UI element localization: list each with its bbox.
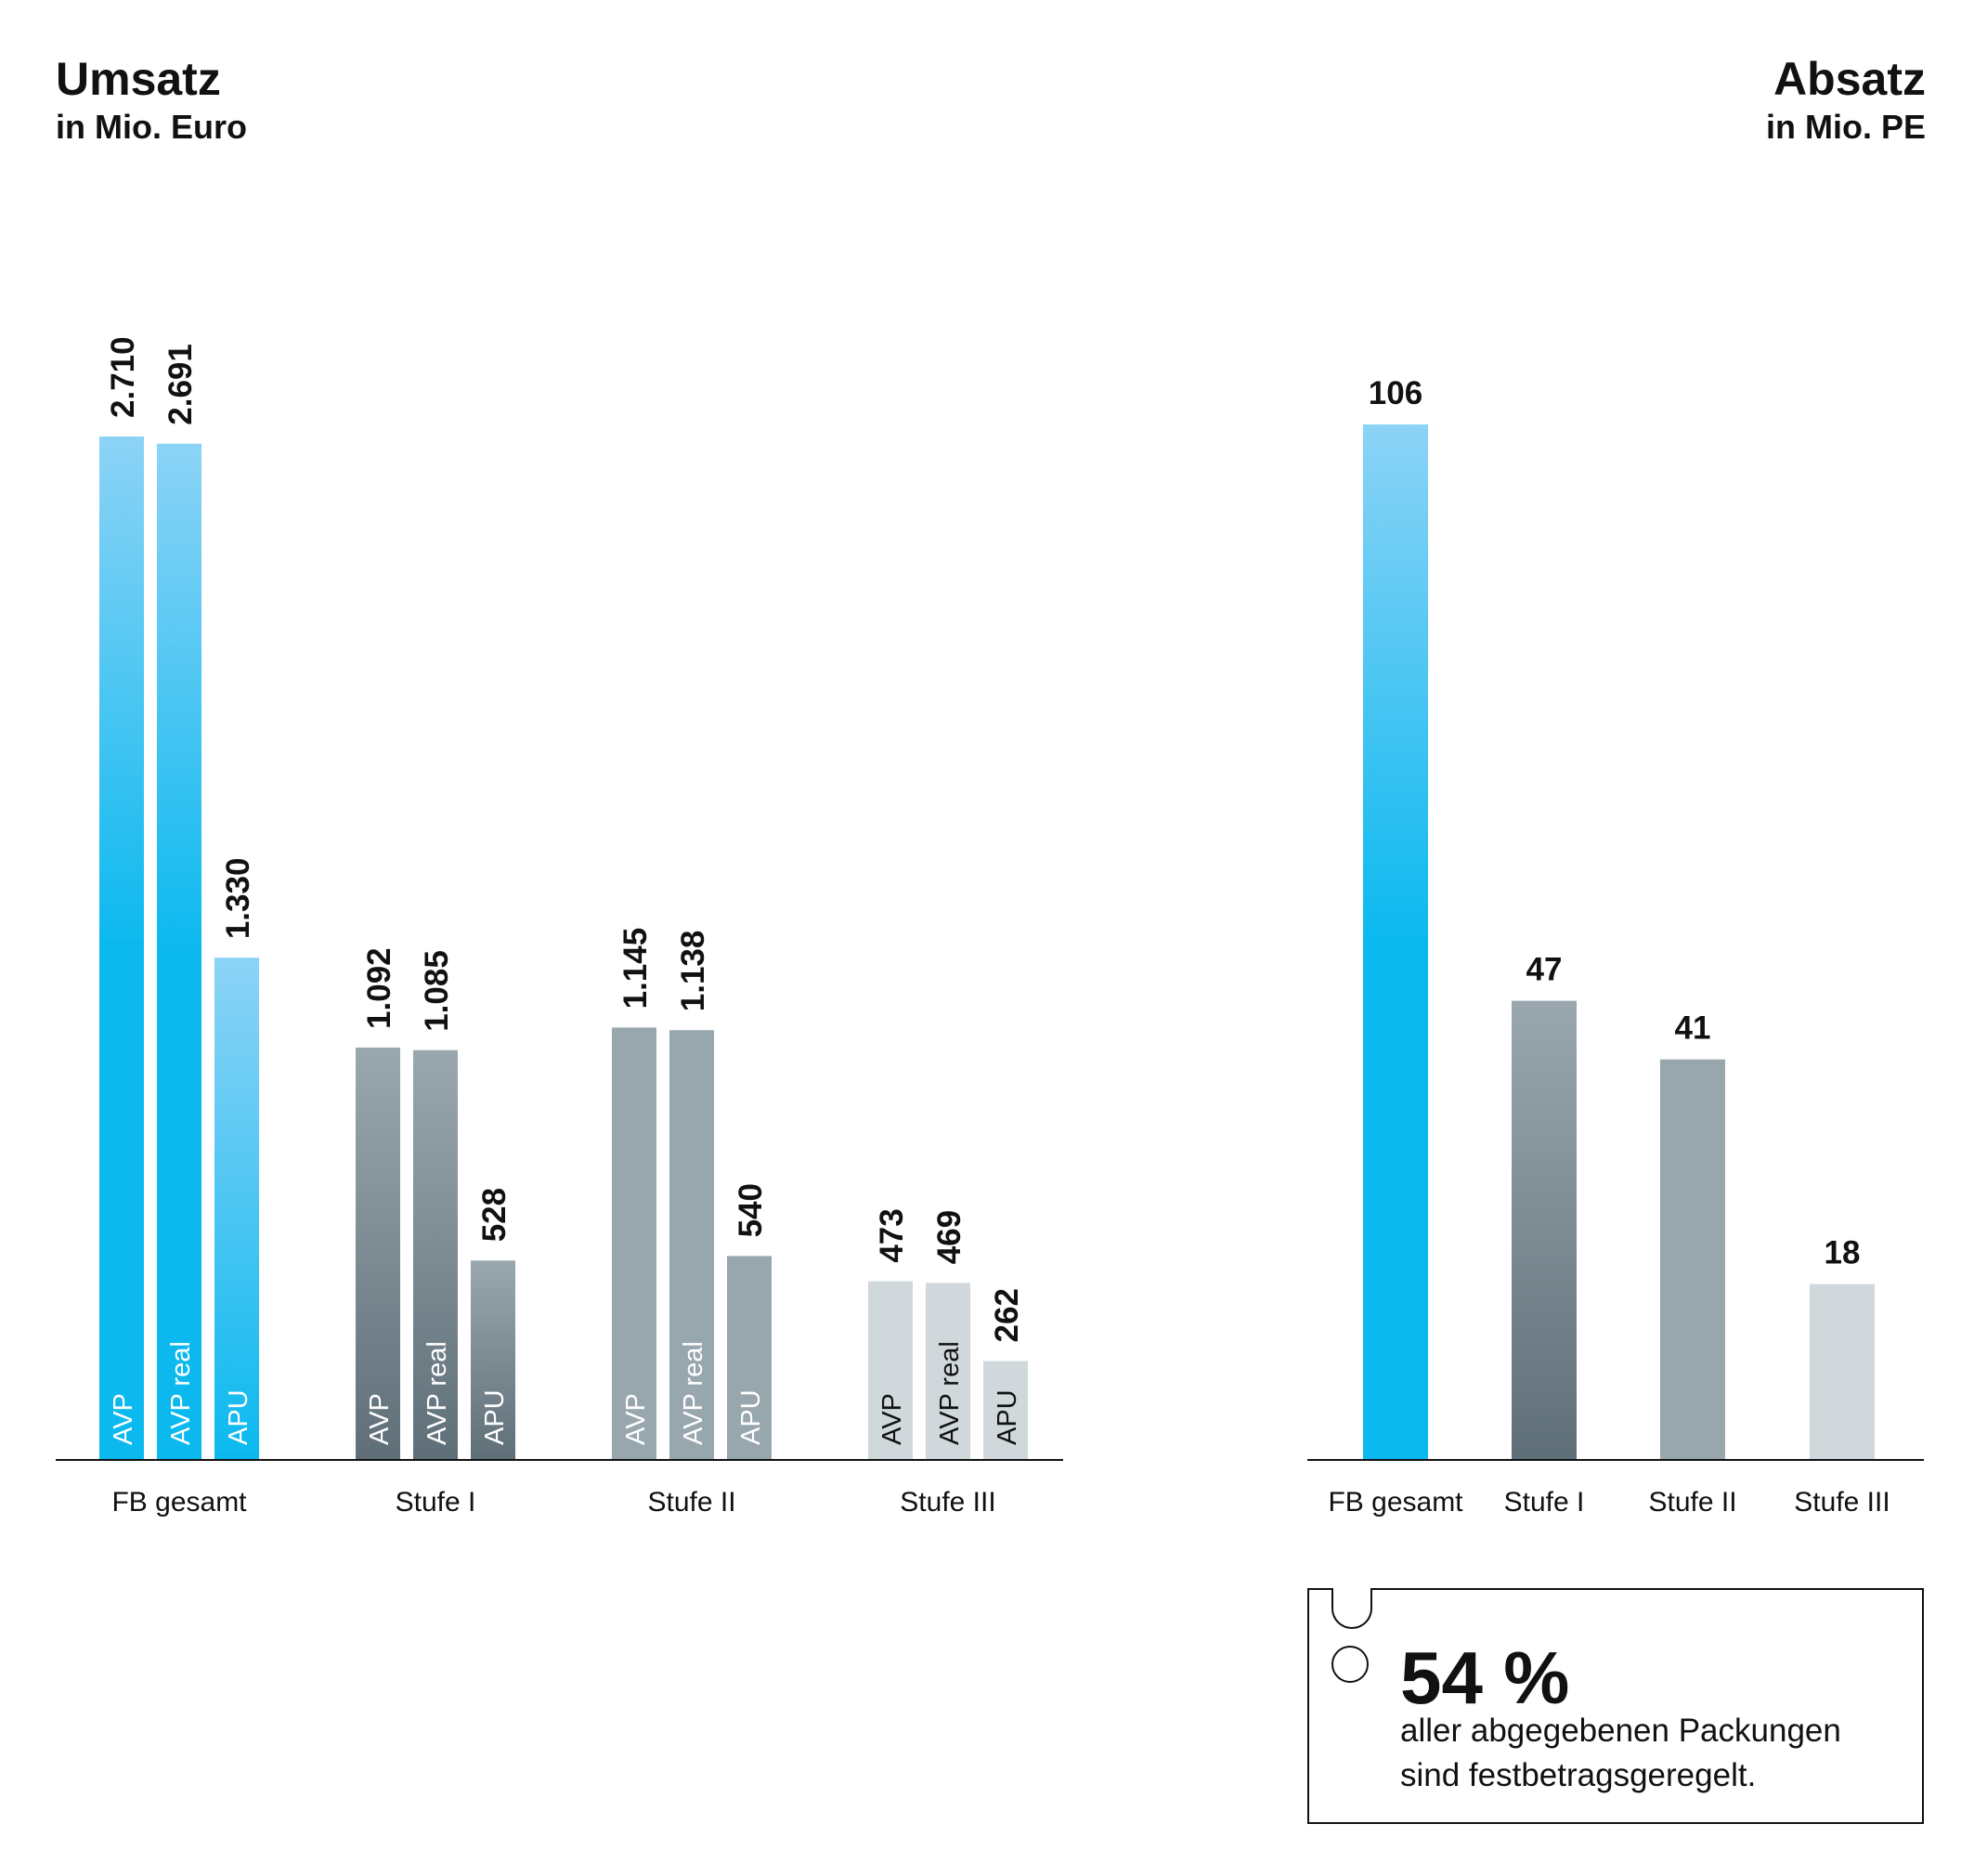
absatz-category-label-stufe-iii: Stufe III <box>1794 1487 1890 1518</box>
category-label-stufe-iii: Stufe III <box>900 1487 995 1518</box>
absatz-category-label-stufe-ii: Stufe II <box>1648 1487 1736 1518</box>
value-label-stufe-iii-avp-real: 469 <box>931 1210 968 1264</box>
absatz-title: Absatz <box>1773 53 1926 105</box>
series-label-fb-gesamt-avp: AVP <box>109 1393 138 1445</box>
bar-fb-gesamt-avp <box>99 436 144 1460</box>
series-label-fb-gesamt-avp-real: AVP real <box>166 1341 196 1445</box>
bar-stufe-i-apu <box>471 1260 515 1460</box>
value-label-stufe-i-apu: 528 <box>476 1188 513 1242</box>
bar-stufe-iii-avp-real <box>926 1283 970 1460</box>
bar-stufe-iii-avp <box>868 1281 913 1460</box>
absatz-chart: 106 FB gesamt 47 Stufe I 41 Stufe II 18 Stufe I… <box>1307 375 1924 1518</box>
series-label-stufe-i-avp-real: AVP real <box>422 1341 452 1445</box>
series-label-fb-gesamt-apu: APU <box>224 1389 253 1445</box>
series-label-stufe-iii-avp: AVP <box>877 1393 907 1445</box>
series-label-stufe-iii-apu: APU <box>993 1389 1022 1445</box>
bar-stufe-ii-apu <box>727 1256 772 1460</box>
value-label-stufe-ii-avp: 1.145 <box>617 928 654 1010</box>
bar-fb-gesamt-avp-real <box>157 443 201 1460</box>
callout-percent: 54 % <box>1400 1636 1570 1719</box>
tag-tab-icon <box>1331 1588 1372 1629</box>
absatz-category-label-stufe-i: Stufe I <box>1504 1487 1585 1518</box>
value-label-fb-gesamt-apu: 1.330 <box>220 858 256 940</box>
absatz-bar-stufe-i <box>1512 1000 1577 1460</box>
value-label-fb-gesamt-avp: 2.710 <box>105 336 141 418</box>
category-label-fb-gesamt: FB gesamt <box>111 1487 247 1518</box>
series-label-stufe-i-avp: AVP <box>365 1393 395 1445</box>
value-label-stufe-iii-avp: 473 <box>874 1208 910 1262</box>
absatz-value-label-fb-gesamt: 106 <box>1369 375 1422 411</box>
umsatz-title: Umsatz <box>56 53 221 105</box>
absatz-bar-fb-gesamt <box>1363 424 1428 1460</box>
value-label-stufe-i-avp-real: 1.085 <box>419 950 455 1032</box>
callout-text-line1: aller abgegebenen Packungen <box>1400 1713 1841 1749</box>
bar-fb-gesamt-apu <box>214 958 259 1460</box>
series-label-stufe-ii-avp-real: AVP real <box>679 1341 708 1445</box>
bar-stufe-iii-apu <box>983 1361 1028 1460</box>
tag-hole-icon <box>1331 1646 1369 1683</box>
absatz-bar-stufe-ii <box>1660 1059 1725 1460</box>
callout-text-line2: sind festbetragsgeregelt. <box>1400 1757 1757 1793</box>
value-label-stufe-iii-apu: 262 <box>989 1288 1025 1342</box>
callout-box: 54 % aller abgegebenen Packungen sind fe… <box>1307 1588 1924 1824</box>
series-label-stufe-ii-avp: AVP <box>621 1393 651 1445</box>
bar-stufe-i-avp-real <box>413 1049 458 1460</box>
series-label-stufe-iii-avp-real: AVP real <box>935 1341 965 1445</box>
absatz-value-label-stufe-ii: 41 <box>1675 1010 1711 1047</box>
absatz-value-label-stufe-i: 47 <box>1526 952 1563 988</box>
absatz-subtitle: in Mio. PE <box>1765 108 1926 146</box>
umsatz-chart: 2.710 AVP 2.691 AVP real 1.330 APU FB gesamt 1.… <box>56 336 1063 1518</box>
series-label-stufe-ii-apu: APU <box>736 1389 766 1445</box>
value-label-stufe-i-avp: 1.092 <box>361 947 397 1029</box>
series-label-stufe-i-apu: APU <box>480 1389 510 1445</box>
umsatz-subtitle: in Mio. Euro <box>56 108 247 146</box>
umsatz-header: Umsatz in Mio. Euro <box>56 52 247 149</box>
absatz-category-label-fb-gesamt: FB gesamt <box>1328 1487 1463 1518</box>
bar-stufe-ii-avp-real <box>669 1030 714 1460</box>
callout-text: aller abgegebenen Packungen sind festbet… <box>1400 1709 1841 1798</box>
value-label-stufe-ii-apu: 540 <box>733 1183 769 1237</box>
value-label-stufe-ii-avp-real: 1.138 <box>675 931 711 1012</box>
absatz-header: Absatz in Mio. PE <box>1766 52 1926 149</box>
category-label-stufe-ii: Stufe II <box>647 1487 735 1518</box>
absatz-value-label-stufe-iii: 18 <box>1825 1235 1861 1271</box>
value-label-fb-gesamt-avp-real: 2.691 <box>162 344 199 425</box>
bar-stufe-i-avp <box>356 1047 400 1460</box>
category-label-stufe-i: Stufe I <box>396 1487 476 1518</box>
bar-stufe-ii-avp <box>612 1027 656 1460</box>
absatz-bar-stufe-iii <box>1810 1283 1875 1460</box>
